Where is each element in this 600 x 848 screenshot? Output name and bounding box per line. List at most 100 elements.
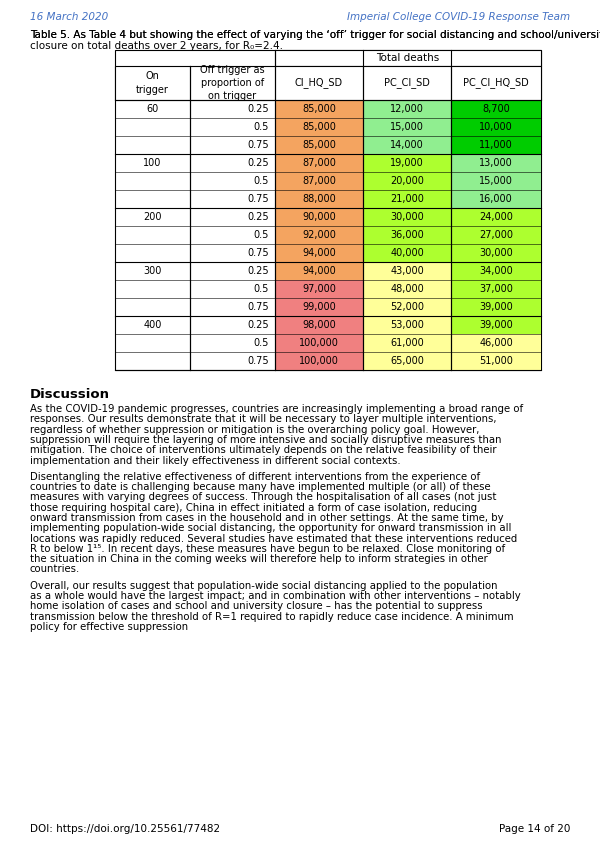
Text: 40,000: 40,000 (390, 248, 424, 258)
Bar (275, 190, 363, 208)
Text: 39,000: 39,000 (479, 320, 513, 330)
Text: 90,000: 90,000 (302, 212, 336, 222)
Text: 27,000: 27,000 (479, 230, 513, 240)
Bar (115, 50, 541, 370)
Text: 100,000: 100,000 (299, 338, 339, 348)
Text: 0.5: 0.5 (254, 176, 269, 186)
Bar (451, 136, 541, 154)
Text: 0.5: 0.5 (254, 338, 269, 348)
Text: suppression will require the layering of more intensive and socially disruptive : suppression will require the layering of… (30, 435, 502, 445)
Text: 85,000: 85,000 (302, 140, 336, 150)
Bar (451, 100, 541, 118)
Bar (451, 352, 541, 370)
Text: 37,000: 37,000 (479, 284, 513, 294)
Text: As the COVID-19 pandemic progresses, countries are increasingly implementing a b: As the COVID-19 pandemic progresses, cou… (30, 404, 523, 414)
Text: 15,000: 15,000 (390, 122, 424, 132)
Bar (451, 244, 541, 262)
Bar (275, 262, 363, 280)
Text: Disentangling the relative effectiveness of different interventions from the exp: Disentangling the relative effectiveness… (30, 471, 480, 482)
Text: 0.5: 0.5 (254, 230, 269, 240)
Text: 100,000: 100,000 (299, 356, 339, 366)
Text: regardless of whether suppression or mitigation is the overarching policy goal. : regardless of whether suppression or mit… (30, 425, 479, 435)
Text: 0.5: 0.5 (254, 122, 269, 132)
Text: 30,000: 30,000 (479, 248, 513, 258)
Text: implementation and their likely effectiveness in different social contexts.: implementation and their likely effectiv… (30, 455, 401, 466)
Bar (275, 280, 363, 298)
Text: 16 March 2020: 16 March 2020 (30, 12, 108, 22)
Text: 43,000: 43,000 (390, 266, 424, 276)
Text: 10,000: 10,000 (479, 122, 513, 132)
Text: DOI: https://doi.org/10.25561/77482: DOI: https://doi.org/10.25561/77482 (30, 824, 220, 834)
Text: home isolation of cases and school and university closure – has the potential to: home isolation of cases and school and u… (30, 601, 482, 611)
Bar (363, 154, 451, 172)
Text: 94,000: 94,000 (302, 248, 336, 258)
Text: onward transmission from cases in the household and in other settings. At the sa: onward transmission from cases in the ho… (30, 513, 503, 523)
Text: 12,000: 12,000 (390, 104, 424, 114)
Text: measures with varying degrees of success. Through the hospitalisation of all cas: measures with varying degrees of success… (30, 493, 497, 502)
Text: 21,000: 21,000 (390, 194, 424, 204)
Bar (275, 352, 363, 370)
Text: 52,000: 52,000 (390, 302, 424, 312)
Bar (451, 334, 541, 352)
Bar (275, 298, 363, 316)
Text: 13,000: 13,000 (479, 158, 513, 168)
Text: 0.75: 0.75 (247, 302, 269, 312)
Bar (275, 50, 541, 66)
Bar (363, 118, 451, 136)
Text: 0.5: 0.5 (254, 284, 269, 294)
Bar (275, 118, 363, 136)
Bar (451, 316, 541, 334)
Text: mitigation. The choice of interventions ultimately depends on the relative feasi: mitigation. The choice of interventions … (30, 445, 497, 455)
Bar (451, 208, 541, 226)
Text: 400: 400 (143, 320, 161, 330)
Bar (363, 352, 451, 370)
Bar (363, 190, 451, 208)
Text: 39,000: 39,000 (479, 302, 513, 312)
Text: countries to date is challenging because many have implemented multiple (or all): countries to date is challenging because… (30, 483, 491, 492)
Bar (363, 316, 451, 334)
Text: responses. Our results demonstrate that it will be necessary to layer multiple i: responses. Our results demonstrate that … (30, 415, 497, 424)
Text: 0.25: 0.25 (247, 158, 269, 168)
Text: Off trigger as
proportion of
on trigger: Off trigger as proportion of on trigger (200, 64, 265, 101)
Text: policy for effective suppression: policy for effective suppression (30, 622, 188, 632)
Text: the situation in China in the coming weeks will therefore help to inform strateg: the situation in China in the coming wee… (30, 555, 488, 564)
Text: R to below 1¹⁵. In recent days, these measures have begun to be relaxed. Close m: R to below 1¹⁵. In recent days, these me… (30, 544, 505, 554)
Text: 97,000: 97,000 (302, 284, 336, 294)
Bar (363, 136, 451, 154)
Text: 53,000: 53,000 (390, 320, 424, 330)
Bar (115, 66, 541, 100)
Text: Overall, our results suggest that population-wide social distancing applied to t: Overall, our results suggest that popula… (30, 581, 497, 591)
Text: implementing population-wide social distancing, the opportunity for onward trans: implementing population-wide social dist… (30, 523, 511, 533)
Text: Discussion: Discussion (30, 388, 110, 401)
Text: locations was rapidly reduced. Several studies have estimated that these interve: locations was rapidly reduced. Several s… (30, 533, 517, 544)
Text: 87,000: 87,000 (302, 176, 336, 186)
Text: 0.25: 0.25 (247, 104, 269, 114)
Text: 0.25: 0.25 (247, 320, 269, 330)
Text: 16,000: 16,000 (479, 194, 513, 204)
Bar (451, 118, 541, 136)
Text: 85,000: 85,000 (302, 104, 336, 114)
Bar (275, 334, 363, 352)
Bar (363, 100, 451, 118)
Bar (451, 298, 541, 316)
Bar (451, 154, 541, 172)
Bar (363, 172, 451, 190)
Text: 0.75: 0.75 (247, 356, 269, 366)
Text: CI_HQ_SD: CI_HQ_SD (295, 77, 343, 88)
Bar (363, 262, 451, 280)
Text: 85,000: 85,000 (302, 122, 336, 132)
Text: 11,000: 11,000 (479, 140, 513, 150)
Text: 60: 60 (146, 104, 158, 114)
Text: 8,700: 8,700 (482, 104, 510, 114)
Text: On
trigger: On trigger (136, 71, 169, 95)
Text: Table 5. As Table 4 but showing the effect of varying the ‘off’ trigger for soci: Table 5. As Table 4 but showing the effe… (30, 30, 600, 40)
Bar (363, 334, 451, 352)
Text: 92,000: 92,000 (302, 230, 336, 240)
Bar (363, 208, 451, 226)
Text: 100: 100 (143, 158, 161, 168)
Text: 98,000: 98,000 (302, 320, 336, 330)
Text: 300: 300 (143, 266, 161, 276)
Text: 0.75: 0.75 (247, 248, 269, 258)
Text: as a whole would have the largest impact; and in combination with other interven: as a whole would have the largest impact… (30, 591, 521, 601)
Bar (275, 244, 363, 262)
